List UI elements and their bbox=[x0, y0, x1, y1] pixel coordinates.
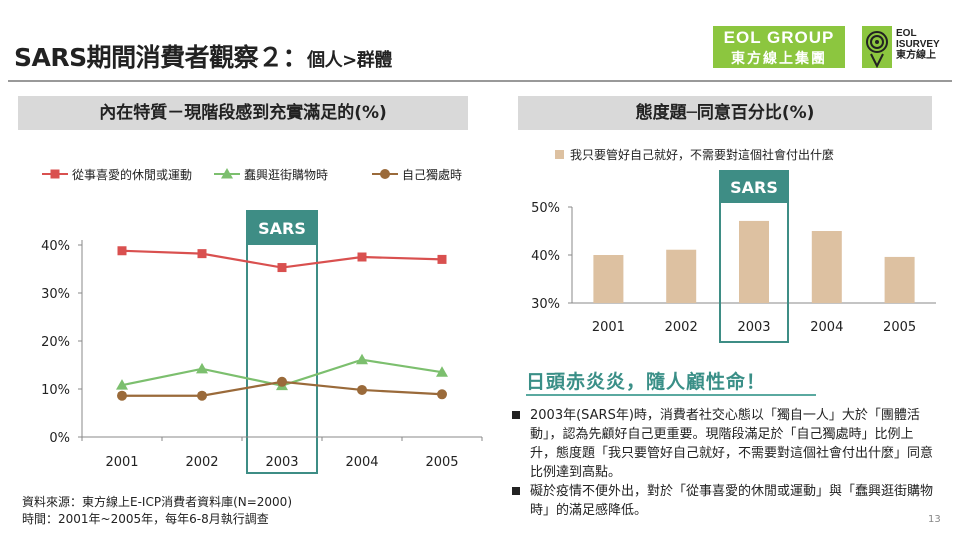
data-point bbox=[116, 379, 128, 390]
legend-marker bbox=[221, 168, 233, 179]
data-point bbox=[197, 390, 207, 401]
y-tick-label: 40% bbox=[41, 239, 70, 254]
x-tick-label: 2004 bbox=[345, 455, 378, 470]
bar bbox=[739, 220, 769, 303]
x-tick-label: 2005 bbox=[425, 455, 458, 470]
source-line-2: 時間：2001年~2005年，每年6-8月執行調查 bbox=[22, 512, 269, 526]
bullet-square-icon bbox=[512, 487, 520, 495]
isurvey-logo-line2: ISURVEY bbox=[896, 39, 940, 50]
sars-label: SARS bbox=[258, 219, 306, 238]
page-number: 13 bbox=[928, 514, 941, 525]
left-chart-header: 內在特質－現階段感到充實滿足的(%) bbox=[18, 96, 468, 130]
y-tick-label: 50% bbox=[531, 201, 560, 216]
bullet-square-icon bbox=[512, 411, 520, 419]
isurvey-logo-line3: 東方線上 bbox=[896, 50, 936, 61]
legend-label: 從事喜愛的休閒或運動 bbox=[72, 167, 192, 182]
page-title-main: SARS期間消費者觀察２： bbox=[14, 43, 308, 72]
title-divider bbox=[8, 80, 952, 82]
source-line-1: 資料來源：東方線上E-ICP消費者資料庫(N=2000) bbox=[22, 495, 293, 509]
data-point bbox=[437, 254, 447, 264]
legend-marker bbox=[380, 169, 390, 179]
legend-label: 我只要管好自己就好，不需要對這個社會付出什麼 bbox=[570, 147, 834, 162]
line-chart: 從事喜愛的休閒或運動 蠢興逛街購物時 自己獨處時 SARS 0% 10% 20% 30% 40%… bbox=[41, 167, 483, 474]
data-point bbox=[117, 390, 127, 401]
page-title-sub: 個人>群體 bbox=[307, 50, 392, 71]
source-note: 資料來源：東方線上E-ICP消費者資料庫(N=2000) 時間：2001年~20… bbox=[22, 494, 292, 528]
bar bbox=[811, 231, 842, 303]
x-tick-label: 2003 bbox=[265, 455, 298, 470]
data-point bbox=[437, 389, 447, 400]
eol-logo-bottom-text: 東方線上集團 bbox=[731, 50, 827, 66]
bullet-list: 2003年(SARS年)時，消費者社交心態以「獨自一人」大於「團體活動」，認為先… bbox=[508, 406, 936, 520]
y-tick-label: 0% bbox=[49, 431, 70, 446]
bar bbox=[884, 256, 915, 303]
isurvey-logo-text: EOL ISURVEY 東方線上 bbox=[896, 28, 940, 61]
y-tick-label: 30% bbox=[41, 287, 70, 302]
bullet-text: 礙於疫情不便外出，對於「從事喜愛的休閒或運動」與「蠢興逛街購物時」的滿足感降低。 bbox=[530, 484, 934, 518]
bar bbox=[593, 255, 624, 303]
sars-label-box bbox=[247, 211, 317, 245]
x-tick-label: 2001 bbox=[105, 455, 138, 470]
sars-highlight-box bbox=[246, 210, 318, 474]
x-tick-label: 2002 bbox=[665, 320, 698, 335]
page-title: SARS期間消費者觀察２：個人>群體 bbox=[14, 38, 392, 74]
legend-label: 自己獨處時 bbox=[402, 167, 462, 182]
x-tick-label: 2003 bbox=[737, 320, 770, 335]
data-point bbox=[357, 252, 367, 262]
x-tick-label: 2002 bbox=[185, 455, 218, 470]
eol-group-logo: EOL GROUP 東方線上集團 bbox=[713, 26, 845, 68]
data-point bbox=[117, 246, 127, 256]
y-tick-label: 20% bbox=[41, 335, 70, 350]
eol-logo-top-text: EOL GROUP bbox=[723, 28, 835, 47]
right-chart-header: 態度題─同意百分比(%) bbox=[518, 96, 932, 130]
isurvey-logo-mark bbox=[862, 26, 892, 69]
sars-label: SARS bbox=[730, 178, 778, 197]
data-point bbox=[277, 376, 287, 387]
x-tick-label: 2001 bbox=[592, 320, 625, 335]
y-tick-label: 30% bbox=[531, 297, 560, 312]
legend-label: 蠢興逛街購物時 bbox=[244, 167, 328, 182]
bullet-item: 2003年(SARS年)時，消費者社交心態以「獨自一人」大於「團體活動」，認為先… bbox=[508, 406, 936, 482]
legend-marker bbox=[50, 169, 60, 179]
data-point bbox=[277, 263, 287, 273]
isurvey-logo-line1: EOL bbox=[896, 28, 917, 39]
bar-chart: 我只要管好自己就好，不需要對這個社會付出什麼 30% 40% 50% 2001 2002 2… bbox=[531, 147, 936, 343]
data-point bbox=[357, 384, 367, 395]
slogan: 日頭赤炎炎，隨人顧性命！ bbox=[526, 371, 767, 393]
bullet-item: 礙於疫情不便外出，對於「從事喜愛的休閒或運動」與「蠢興逛街購物時」的滿足感降低。 bbox=[508, 482, 936, 520]
y-tick-label: 40% bbox=[531, 249, 560, 264]
slogan-underline bbox=[526, 394, 816, 396]
sars-label-box bbox=[720, 171, 788, 203]
data-point bbox=[436, 366, 448, 377]
bullet-text: 2003年(SARS年)時，消費者社交心態以「獨自一人」大於「團體活動」，認為先… bbox=[530, 408, 934, 480]
bar bbox=[666, 249, 697, 303]
x-tick-label: 2005 bbox=[883, 320, 916, 335]
legend-swatch bbox=[555, 150, 564, 159]
data-point bbox=[196, 362, 208, 374]
y-tick-label: 10% bbox=[41, 383, 70, 398]
data-point bbox=[356, 353, 368, 365]
x-tick-label: 2004 bbox=[810, 320, 843, 335]
data-point bbox=[197, 249, 207, 259]
